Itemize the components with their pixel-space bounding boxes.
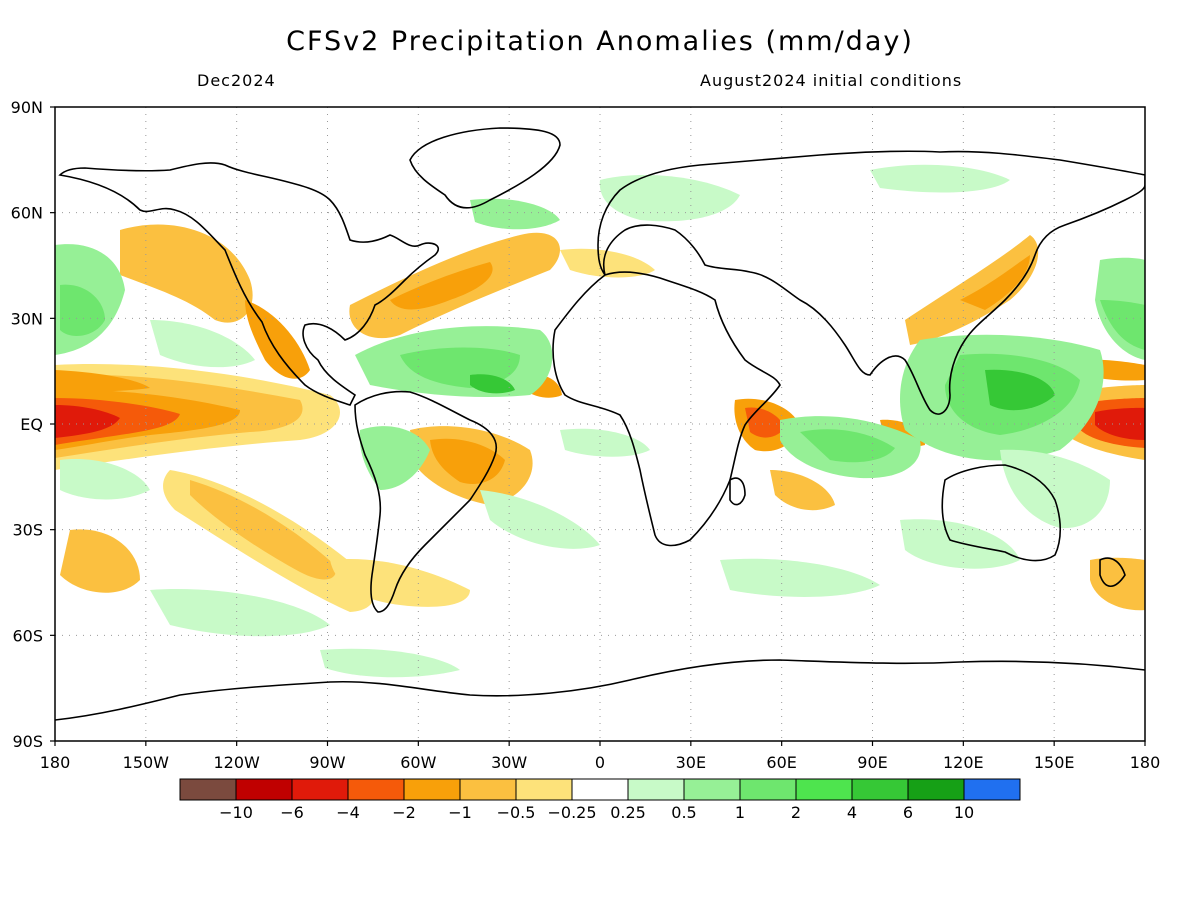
colorbar-tick-label: −0.25 [547, 803, 596, 822]
valid-month-label: Dec2024 [197, 71, 276, 90]
lon-tick-label: 30W [491, 753, 527, 772]
colorbar-swatch [235, 778, 293, 801]
longitude-axis: 180 150W 120W 90W 60W 30W 0 30E 60E 90E 120E 150E 18… [40, 741, 1161, 772]
colorbar-swatch [739, 778, 797, 801]
lon-tick-label: 90E [857, 753, 887, 772]
coastline-africa-eurasia [552, 271, 781, 547]
colorbar-swatch [795, 778, 853, 801]
coastlines [55, 127, 1145, 721]
lat-tick-label: 30N [11, 309, 43, 328]
lon-tick-label: 180 [40, 753, 71, 772]
lon-tick-label: 120E [943, 753, 984, 772]
map-title: CFSv2 Precipitation Anomalies (mm/day) [286, 26, 914, 57]
colorbar-tick-label: −10 [219, 803, 253, 822]
coastline-australia [941, 464, 1062, 562]
colorbar-tick-label: 4 [847, 803, 857, 822]
anomaly-shading [55, 164, 1145, 678]
lat-tick-label: 90N [11, 98, 43, 117]
dry-anomaly-japan [905, 235, 1039, 345]
colorbar-swatch [179, 778, 237, 801]
coastline-antarctica [55, 659, 1145, 721]
colorbar-swatch [403, 778, 461, 801]
colorbar-tick-label: −2 [392, 803, 416, 822]
colorbar-swatch [851, 778, 909, 801]
colorbar-swatch [291, 778, 349, 801]
lon-tick-label: 60W [400, 753, 436, 772]
lon-tick-label: 120W [213, 753, 260, 772]
lon-tick-label: 150W [123, 753, 170, 772]
lon-tick-label: 60E [766, 753, 796, 772]
coastline-north-america [58, 162, 440, 406]
coastline-greenland [409, 127, 561, 209]
colorbar-swatch [515, 778, 573, 801]
colorbar-tick-label: 6 [903, 803, 913, 822]
colorbar-tick-label: −6 [280, 803, 304, 822]
coastline-south-america [354, 390, 497, 613]
colorbar-swatch [907, 778, 965, 801]
initial-conditions-label: August2024 initial conditions [700, 71, 963, 90]
colorbar-tick-label: −4 [336, 803, 360, 822]
colorbar-swatch [963, 778, 1021, 801]
colorbar-tick-label: 2 [791, 803, 801, 822]
colorbar-tick-label: 0.5 [671, 803, 696, 822]
lon-tick-label: 180 [1130, 753, 1161, 772]
lon-tick-label: 150E [1034, 753, 1075, 772]
colorbar-tick-label: −0.5 [497, 803, 536, 822]
colorbar-swatch [571, 778, 629, 801]
colorbar-tick-label: −1 [448, 803, 472, 822]
lat-tick-label: 90S [12, 732, 43, 751]
colorbar-tick-label: 0.25 [610, 803, 646, 822]
lat-tick-label: 60S [12, 626, 43, 645]
lat-tick-label: 30S [12, 521, 43, 540]
gridlines [55, 107, 1145, 741]
colorbar-tick-label: 10 [954, 803, 974, 822]
dry-anomaly-north-pacific [120, 224, 253, 323]
colorbar-swatch [347, 778, 405, 801]
latitude-axis: 90N 60N 30N EQ 30S 60S 90S [11, 98, 55, 751]
lat-tick-label: EQ [20, 415, 43, 434]
colorbar: −10 −6 −4 −2 −1 −0.5 −0.25 0.25 0.5 1 2 4 6 10 [179, 778, 1021, 822]
lon-tick-label: 90W [309, 753, 345, 772]
colorbar-swatch [683, 778, 741, 801]
colorbar-tick-label: 1 [735, 803, 745, 822]
lon-tick-label: 0 [595, 753, 605, 772]
colorbar-swatch [627, 778, 685, 801]
lon-tick-label: 30E [676, 753, 706, 772]
lat-tick-label: 60N [11, 204, 43, 223]
colorbar-swatch [459, 778, 517, 801]
